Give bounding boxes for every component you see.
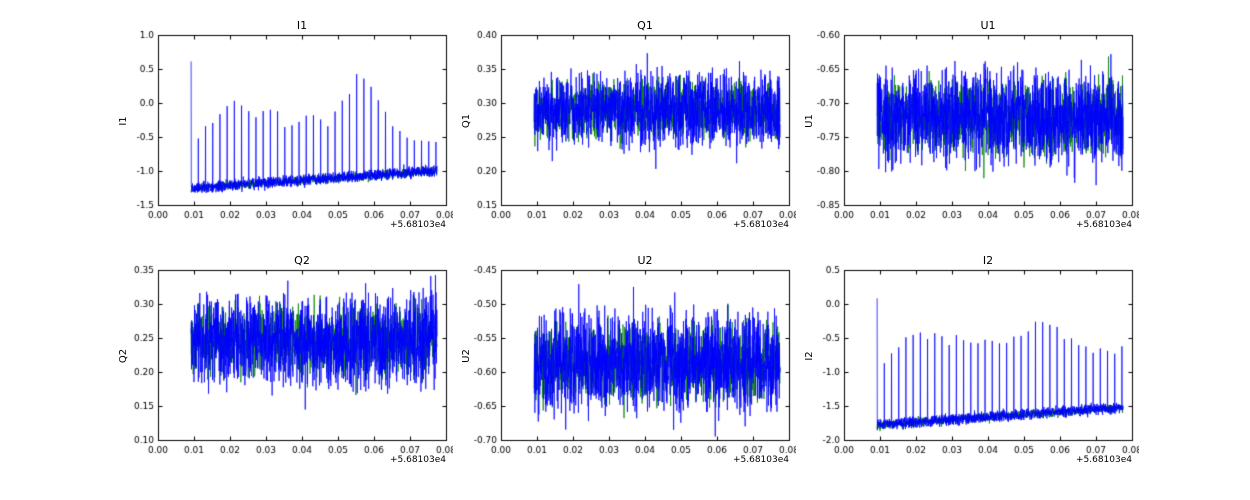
plot-title: U2: [637, 254, 653, 267]
y-axis-label: I1: [118, 116, 129, 126]
plot-canvas-i1: [110, 15, 453, 250]
subplot-i2: I2 I2 +5.68103e4: [796, 250, 1139, 485]
subplot-i1: I1 I1 +5.68103e4: [110, 15, 453, 250]
subplot-q1: Q1 Q1 +5.68103e4: [453, 15, 796, 250]
x-axis-offset-label: +5.68103e4: [389, 220, 446, 230]
plot-canvas-i2: [796, 250, 1139, 485]
subplot-u2: U2 U2 +5.68103e4: [453, 250, 796, 485]
plot-canvas-q2: [110, 250, 453, 485]
subplot-u1: U1 U1 +5.68103e4: [796, 15, 1139, 250]
plot-canvas-q1: [453, 15, 796, 250]
y-axis-label: Q2: [118, 348, 129, 364]
x-axis-offset-label: +5.68103e4: [732, 220, 789, 230]
plot-title: I2: [982, 254, 994, 267]
y-axis-label: Q1: [461, 113, 472, 129]
subplot-grid: I1 I1 +5.68103e4 Q1 Q1 +5.68103e4 U1 U1 …: [110, 15, 1139, 485]
plot-title: I1: [296, 19, 308, 32]
plot-title: U1: [980, 19, 996, 32]
y-axis-label: U1: [804, 114, 815, 128]
plot-canvas-u1: [796, 15, 1139, 250]
x-axis-offset-label: +5.68103e4: [732, 455, 789, 465]
x-axis-offset-label: +5.68103e4: [1075, 220, 1132, 230]
plot-title: Q2: [294, 254, 310, 267]
y-axis-label: U2: [461, 349, 472, 363]
plot-title: Q1: [637, 19, 653, 32]
plot-canvas-u2: [453, 250, 796, 485]
x-axis-offset-label: +5.68103e4: [1075, 455, 1132, 465]
y-axis-label: I2: [804, 351, 815, 361]
x-axis-offset-label: +5.68103e4: [389, 455, 446, 465]
subplot-q2: Q2 Q2 +5.68103e4: [110, 250, 453, 485]
